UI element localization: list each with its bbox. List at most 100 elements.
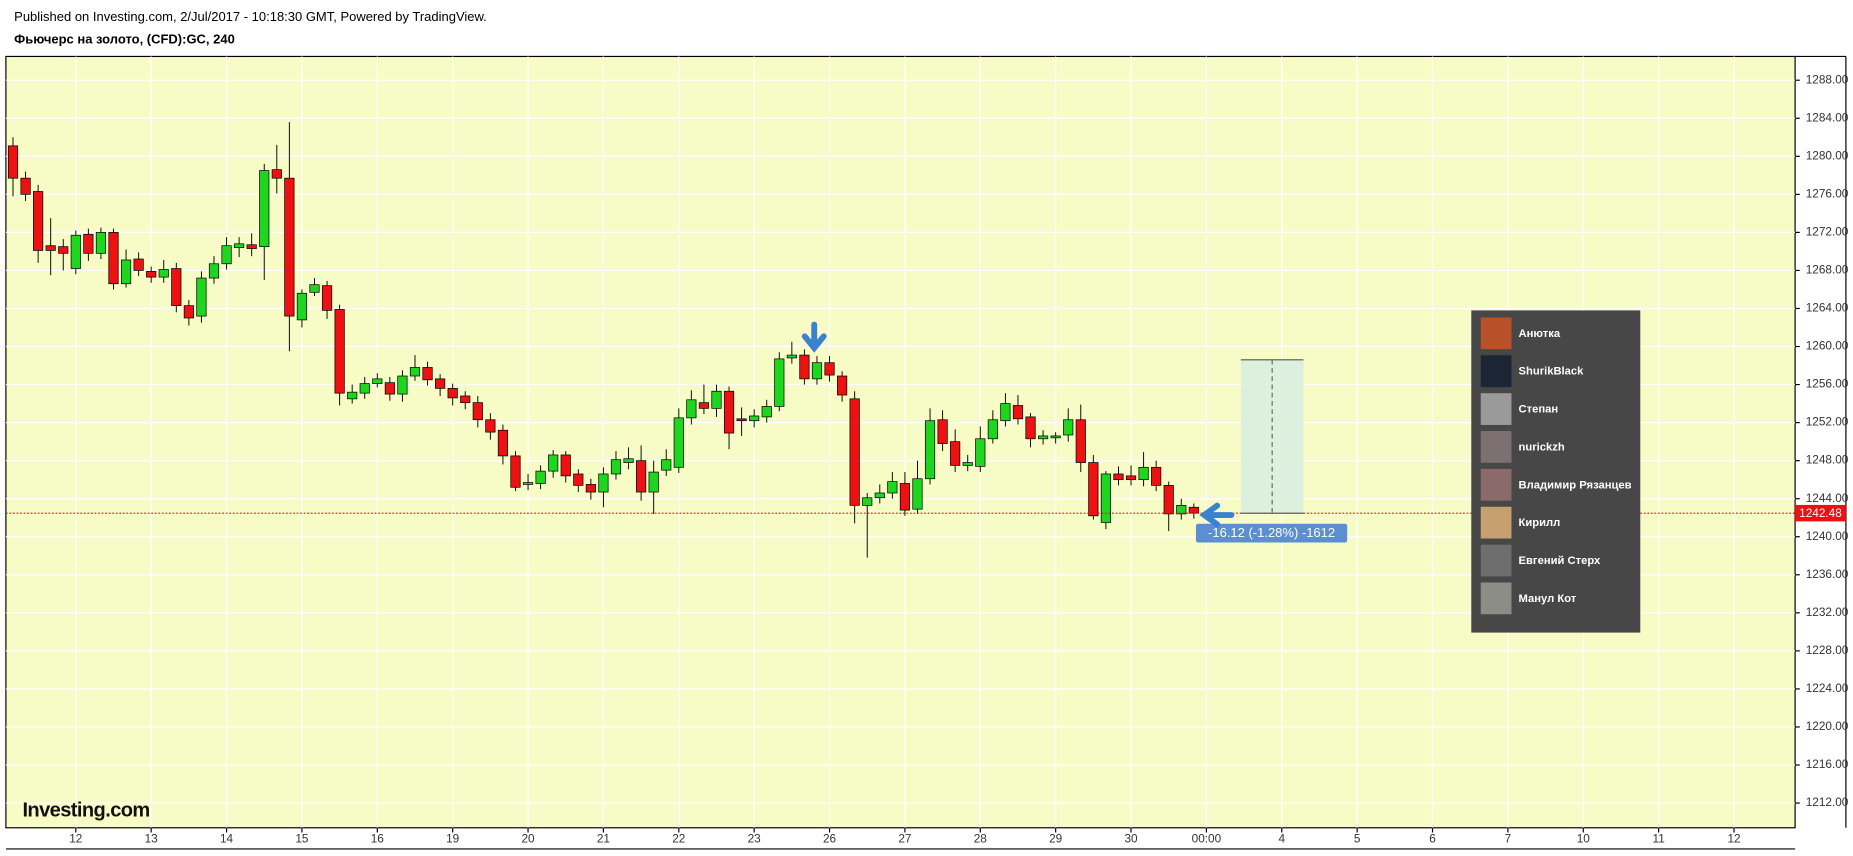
candle-body: [397, 375, 408, 395]
candle-body: [409, 367, 421, 377]
candle-body: [259, 170, 270, 248]
candle-body: [510, 455, 521, 488]
grid: 1212.00 1216.00 1220.00 1224.00 1228.00 1232.…: [5, 56, 1849, 846]
candle-body: [95, 232, 107, 254]
candle-body: [33, 191, 44, 251]
x-tick-label: 26: [823, 833, 837, 846]
user-avatar: [1480, 582, 1512, 615]
candle-body: [171, 268, 182, 306]
candle-body: [937, 419, 948, 444]
candle-body: [912, 478, 923, 510]
chart-title: Фьючерс на золото, (CFD):GC, 240: [14, 31, 235, 46]
candle-body: [1063, 419, 1074, 436]
y-tick-label: 1240.00: [1806, 530, 1849, 543]
attribution: Published on Investing.com, 2/Jul/2017 -…: [14, 9, 487, 24]
y-tick-label: 1288.00: [1806, 73, 1849, 86]
candle-body: [1163, 485, 1174, 515]
x-tick-label: 6: [1429, 833, 1436, 846]
y-tick-label: 1236.00: [1806, 568, 1849, 581]
candle-body: [648, 471, 659, 493]
candle-body: [246, 244, 257, 249]
candle-body: [1188, 506, 1199, 514]
candle-body: [698, 402, 709, 409]
last-price-box: [1795, 504, 1846, 522]
overlay: 1242.48 -16.12 (-1.28%) -1612: [5, 359, 1846, 543]
user-name: ShurikBlack: [1519, 366, 1585, 378]
candle-body: [359, 383, 370, 394]
measure-label: -16.12 (-1.28%) -1612: [1208, 525, 1335, 540]
candle-body: [208, 263, 220, 279]
candle-body: [284, 177, 295, 317]
x-tick-label: 5: [1354, 833, 1361, 846]
arrow-down: [801, 321, 827, 353]
candle-body: [196, 277, 207, 317]
candle-body: [874, 492, 885, 499]
candle-body: [271, 169, 282, 179]
candle-body: [372, 378, 383, 384]
candle-body: [573, 473, 584, 486]
candle-body: [686, 399, 697, 419]
y-tick-label: 1284.00: [1806, 111, 1849, 124]
candle-body: [849, 398, 860, 506]
candle-body: [7, 145, 19, 179]
y-tick-label: 1248.00: [1806, 454, 1849, 467]
y-tick-label: 1224.00: [1806, 682, 1849, 695]
candle-body: [598, 473, 609, 493]
candle-body: [45, 245, 56, 251]
x-tick-label: 12: [69, 833, 82, 846]
candle-body: [384, 382, 395, 395]
user-avatar: [1480, 544, 1512, 577]
candle-body: [887, 481, 898, 494]
user-name: Кирилл: [1519, 517, 1561, 529]
user-name: Владимир Рязанцев: [1519, 479, 1632, 491]
candle-body: [723, 390, 735, 434]
y-tick-label: 1252.00: [1806, 416, 1849, 429]
user-name: Степан: [1519, 404, 1559, 416]
candle-body: [799, 354, 810, 380]
candle-body: [636, 460, 647, 493]
candle-body: [1125, 475, 1137, 481]
candle-body: [1151, 466, 1162, 486]
user-avatar: [1480, 355, 1512, 388]
candle-body: [975, 438, 986, 467]
user-avatar: [1480, 393, 1512, 425]
candle-body: [70, 234, 81, 269]
candle-body: [522, 482, 534, 485]
y-tick-label: 1280.00: [1806, 149, 1849, 162]
user-avatar: [1480, 431, 1512, 463]
candle-body: [673, 417, 684, 468]
candle-body: [862, 497, 873, 506]
candle-body: [58, 246, 69, 254]
y-tick-label: 1272.00: [1806, 226, 1849, 239]
x-tick-label: 20: [521, 833, 535, 846]
y-tick-label: 1216.00: [1806, 758, 1849, 771]
candles: [7, 122, 1199, 558]
candle-body: [987, 419, 998, 440]
logo: Investing.com: [22, 800, 149, 822]
candle-body: [548, 454, 559, 472]
candle-body: [585, 484, 596, 493]
x-tick-label: 4: [1278, 833, 1285, 846]
y-tick-label: 1212.00: [1806, 796, 1849, 809]
candle-body: [1176, 505, 1187, 515]
x-tick-label: 12: [1727, 833, 1740, 846]
x-tick-label: 00:00: [1192, 833, 1222, 846]
candle-body: [221, 245, 232, 265]
candle-body: [20, 177, 31, 195]
x-tick-label: 14: [220, 833, 234, 846]
last-price-label: 1242.48: [1799, 507, 1842, 520]
x-tick-label: 21: [597, 833, 610, 846]
candle-body: [924, 420, 936, 480]
candle-body: [1038, 435, 1049, 440]
y-tick-label: 1220.00: [1806, 720, 1849, 733]
user-avatar: [1480, 506, 1512, 539]
candle-body: [1025, 416, 1036, 440]
users-list: Анютка ShurikBlack Степан nurickzh Владимир …: [1480, 317, 1632, 615]
x-tick-label: 10: [1577, 833, 1591, 846]
candle-body: [1012, 405, 1024, 420]
candle-body: [824, 362, 835, 376]
candle-body: [899, 483, 910, 511]
candle-body: [761, 406, 772, 418]
candle-body: [1088, 462, 1099, 517]
